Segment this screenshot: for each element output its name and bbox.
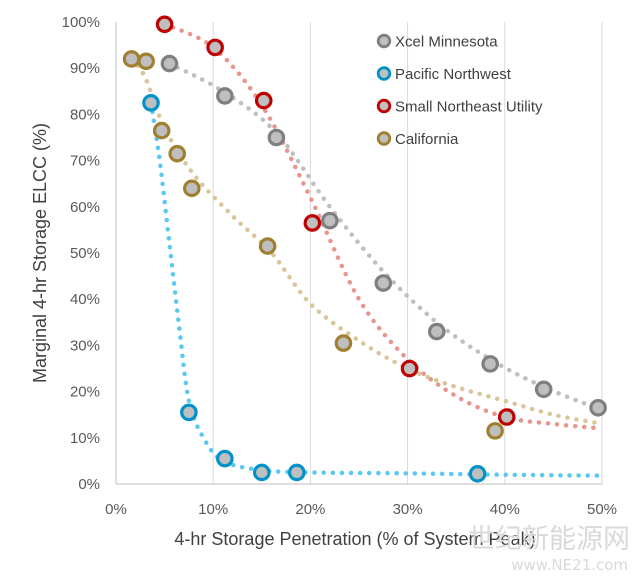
point-xcel-minnesota-5 (427, 322, 446, 341)
point-xcel-minnesota-3 (321, 211, 339, 230)
watermark: 世纪新能源网 www.NE21.com (468, 524, 630, 574)
point-california-1 (137, 52, 155, 71)
point-xcel-minnesota-0 (160, 54, 179, 73)
watermark-url: www.NE21.com (511, 556, 628, 574)
point-pacific-northwest-4 (287, 463, 306, 482)
point-pacific-northwest-1 (180, 403, 198, 422)
y-tick-label-1: 10% (70, 430, 100, 447)
point-pacific-northwest-2 (216, 449, 234, 468)
point-small-northeast-utility-0 (155, 15, 174, 34)
y-tick-label-6: 60% (70, 199, 100, 216)
point-small-northeast-utility-3 (303, 214, 322, 232)
point-california-5 (258, 237, 277, 255)
trendlines (129, 22, 605, 478)
legend-marker-small-northeast-utility (376, 98, 392, 114)
trendline-small-northeast-utility (162, 22, 605, 431)
gridlines (212, 22, 603, 484)
legend-label-xcel-minnesota: Xcel Minnesota (395, 34, 498, 51)
y-tick-label-0: 0% (78, 476, 100, 493)
point-california-6 (334, 334, 353, 352)
y-tick-label-9: 90% (70, 60, 100, 77)
point-california-0 (122, 50, 141, 68)
y-tick-label-3: 30% (70, 337, 100, 354)
trendline-xcel-minnesota (167, 61, 605, 413)
y-tick-label-5: 50% (70, 245, 100, 262)
y-tick-label-4: 40% (70, 291, 100, 308)
y-tick-label-8: 80% (70, 106, 100, 123)
point-california-7 (486, 422, 504, 440)
point-california-2 (152, 121, 171, 140)
point-small-northeast-utility-2 (254, 91, 273, 110)
legend-label-small-northeast-utility: Small Northeast Utility (395, 99, 543, 116)
point-xcel-minnesota-6 (481, 355, 500, 373)
x-tick-label-4: 40% (490, 501, 520, 518)
y-tick-label-2: 20% (70, 384, 100, 401)
legend-marker-xcel-minnesota (376, 33, 392, 49)
point-small-northeast-utility-5 (497, 408, 516, 426)
trendline-california (129, 56, 605, 427)
x-tick-label-0: 0% (105, 501, 127, 518)
y-axis-label: Marginal 4-hr Storage ELCC (%) (30, 123, 50, 383)
point-xcel-minnesota-8 (589, 398, 607, 417)
axes (115, 22, 602, 485)
y-tick-label-7: 70% (70, 153, 100, 170)
y-tick-label-10: 100% (62, 14, 100, 31)
legend-label-california: California (395, 131, 459, 148)
point-california-4 (183, 179, 201, 198)
point-xcel-minnesota-4 (374, 274, 393, 292)
legend-marker-california (376, 131, 392, 146)
legend-label-pacific-northwest: Pacific Northwest (395, 66, 512, 83)
point-xcel-minnesota-7 (534, 380, 553, 399)
trendline-pacific-northwest (148, 100, 605, 478)
x-tick-label-3: 30% (393, 501, 423, 518)
point-small-northeast-utility-4 (400, 359, 419, 378)
point-small-northeast-utility-1 (206, 38, 224, 57)
x-tick-label-2: 20% (295, 501, 325, 518)
data-points (122, 15, 607, 483)
point-pacific-northwest-0 (142, 94, 160, 112)
point-xcel-minnesota-1 (216, 87, 234, 105)
watermark-title: 世纪新能源网 (468, 524, 630, 555)
point-california-3 (168, 144, 187, 163)
point-pacific-northwest-5 (468, 465, 487, 483)
legend-marker-pacific-northwest (376, 66, 392, 81)
tick-labels: 0% 10% 20% 30% 40% 50% 0% 10% 20% 30% 40% 50% 60% 70%… (62, 14, 617, 518)
legend: Xcel Minnesota Pacific Northwest Small Nor… (376, 33, 543, 148)
x-tick-label-5: 50% (587, 501, 617, 518)
x-axis-label: 4-hr Storage Penetration (% of System Pe… (174, 529, 535, 549)
point-xcel-minnesota-2 (267, 128, 286, 147)
x-tick-label-1: 10% (198, 501, 228, 518)
point-pacific-northwest-3 (252, 463, 271, 482)
